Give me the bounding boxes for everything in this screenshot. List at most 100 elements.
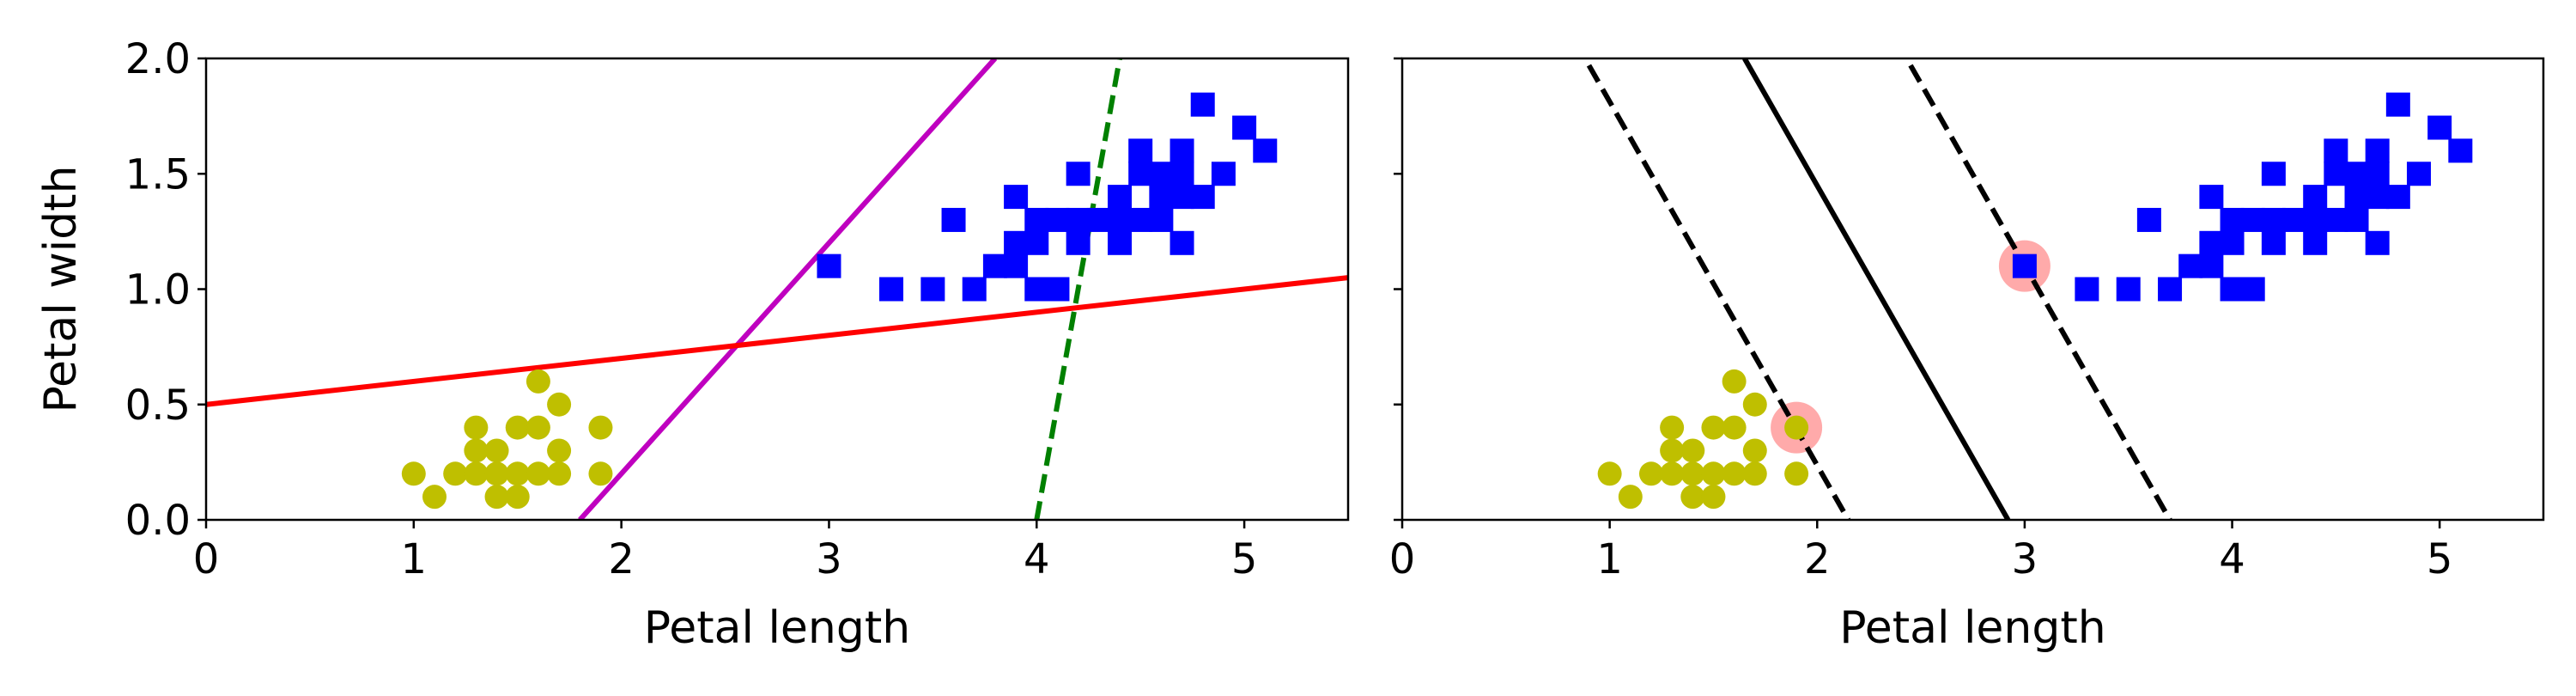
data-point-square [2261, 207, 2286, 232]
data-point-circle [1638, 461, 1663, 486]
data-point-square [1211, 162, 1236, 186]
data-point-circle [1722, 369, 1747, 394]
data-point-square [2199, 253, 2224, 278]
data-point-square [920, 277, 945, 302]
data-point-circle [547, 392, 572, 417]
data-point-square [2220, 277, 2245, 302]
data-point-circle [1660, 461, 1685, 486]
data-point-square [1108, 207, 1132, 232]
data-point-square [2220, 230, 2245, 255]
data-point-circle [1784, 461, 1809, 486]
data-point-square [2344, 185, 2369, 210]
x-tick-label: 5 [1231, 535, 1258, 583]
data-point-circle [1701, 415, 1726, 440]
data-point-square [2261, 162, 2286, 186]
data-point-square [2365, 138, 2390, 163]
data-point-square [2240, 207, 2265, 232]
data-point-circle [547, 438, 572, 463]
data-point-square [1149, 185, 1174, 210]
data-point-circle [526, 369, 550, 394]
x-tick-label: 0 [1389, 535, 1416, 583]
x-tick-label: 4 [2219, 535, 2245, 583]
data-point-circle [401, 461, 426, 486]
y-tick-label: 1.5 [125, 150, 191, 198]
decision-line [206, 275, 1348, 407]
data-point-square [2116, 277, 2141, 302]
y-tick-label: 0.0 [125, 497, 191, 545]
data-point-circle [526, 461, 550, 486]
data-point-square [2220, 207, 2245, 232]
x-tick-label: 0 [193, 535, 220, 583]
axes-frame [204, 57, 1350, 522]
axes-frame [1400, 57, 2545, 522]
data-point-circle [422, 485, 447, 510]
data-point-circle [1701, 461, 1726, 486]
data-point-square [2303, 230, 2328, 255]
data-point-square [2365, 185, 2390, 210]
data-point-square [2344, 162, 2369, 186]
data-point-square [2199, 185, 2224, 210]
data-point-square [1190, 185, 1215, 210]
data-point-circle [484, 461, 509, 486]
margin-line [1586, 64, 1851, 520]
data-point-square [2385, 185, 2410, 210]
data-point-circle [1722, 461, 1747, 486]
data-point-circle [464, 415, 489, 440]
data-point-square [2324, 138, 2348, 163]
data-point-square [1004, 185, 1029, 210]
left-panel: 0 1 2 3 4 5 0.0 0.5 1.0 1.5 2.0 Petal length Petal w… [35, 35, 1350, 654]
data-point-square [2240, 277, 2265, 302]
data-point-square [2303, 185, 2328, 210]
data-point-circle [526, 415, 550, 440]
data-point-square [1170, 185, 1194, 210]
data-point-circle [484, 485, 509, 510]
data-point-square [1066, 162, 1091, 186]
data-point-square [1149, 207, 1174, 232]
data-point-square [1128, 162, 1153, 186]
data-point-square [2427, 115, 2452, 140]
plot-area [206, 58, 1348, 520]
x-axis-title: Petal length [1839, 602, 2105, 654]
data-point-circle [547, 461, 572, 486]
data-point-square [1128, 138, 1153, 163]
data-point-circle [464, 461, 489, 486]
data-point-square [1170, 162, 1194, 186]
x-tick-label: 5 [2427, 535, 2453, 583]
data-point-circle [1618, 485, 1643, 510]
data-point-circle [1597, 461, 1622, 486]
x-tick-label: 3 [2012, 535, 2038, 583]
data-point-square [1024, 207, 1049, 232]
data-point-square [982, 253, 1007, 278]
data-point-square [2365, 230, 2390, 255]
data-point-square [1190, 92, 1215, 117]
data-point-circle [1722, 415, 1747, 440]
data-point-square [1253, 138, 1278, 163]
data-point-square [2012, 253, 2037, 278]
data-point-square [879, 277, 903, 302]
y-tick-label: 0.5 [125, 382, 191, 430]
data-point-circle [1660, 415, 1685, 440]
data-point-square [1066, 207, 1091, 232]
data-point-circle [1742, 461, 1767, 486]
x-tick-label: 1 [1596, 535, 1623, 583]
x-tick-label: 3 [816, 535, 842, 583]
data-point-square [2158, 277, 2183, 302]
data-point-square [2324, 207, 2348, 232]
data-point-circle [1701, 485, 1726, 510]
x-tick-label: 1 [401, 535, 428, 583]
data-point-circle [505, 415, 530, 440]
data-point-square [1170, 138, 1194, 163]
y-tick-label: 2.0 [125, 35, 191, 83]
data-point-square [2199, 230, 2224, 255]
data-point-square [962, 277, 987, 302]
data-point-square [1232, 115, 1257, 140]
data-point-square [1066, 230, 1091, 255]
margin-line [1908, 64, 2172, 520]
x-tick-label: 2 [1804, 535, 1831, 583]
data-point-square [1024, 230, 1049, 255]
data-point-square [2448, 138, 2473, 163]
data-point-circle [1660, 438, 1685, 463]
data-point-square [2282, 207, 2307, 232]
data-point-square [2075, 277, 2099, 302]
